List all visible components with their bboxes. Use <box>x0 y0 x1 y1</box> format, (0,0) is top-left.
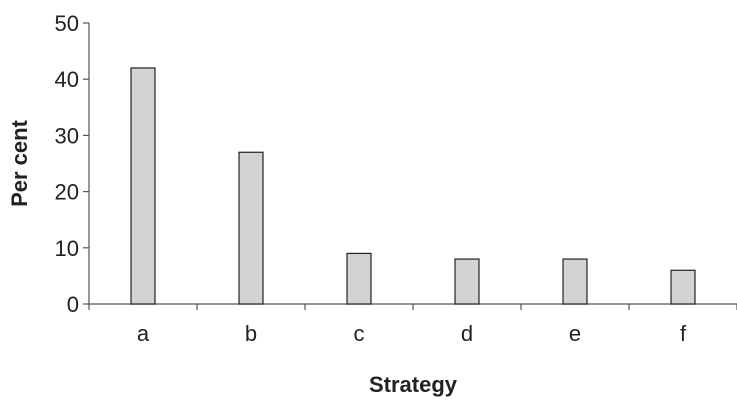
y-tick-label: 40 <box>55 67 79 92</box>
x-tick-label: a <box>137 321 150 346</box>
bar-a <box>130 67 156 305</box>
bar-b <box>238 151 264 305</box>
y-tick-label: 0 <box>67 292 79 317</box>
chart-axes <box>88 23 737 305</box>
y-tick-label: 50 <box>55 11 79 36</box>
y-tick-label: 10 <box>55 236 79 261</box>
bar-e <box>562 258 588 305</box>
x-tick-label: e <box>569 321 581 346</box>
x-tick-label: c <box>354 321 365 346</box>
y-tick-label: 20 <box>55 180 79 205</box>
x-tick-label: f <box>680 321 687 346</box>
bar-c <box>346 252 372 305</box>
bar-series <box>130 67 696 305</box>
bar-f <box>670 269 696 305</box>
y-tick-label: 30 <box>55 123 79 148</box>
y-axis-ticks: 0 10 20 30 40 50 <box>55 11 89 317</box>
x-tick-label: b <box>245 321 257 346</box>
y-axis-title: Per cent <box>7 119 32 206</box>
x-axis-ticks: a b c d e f <box>88 304 737 346</box>
x-tick-label: d <box>461 321 473 346</box>
x-axis-title: Strategy <box>369 372 458 397</box>
bar-d <box>454 258 480 305</box>
